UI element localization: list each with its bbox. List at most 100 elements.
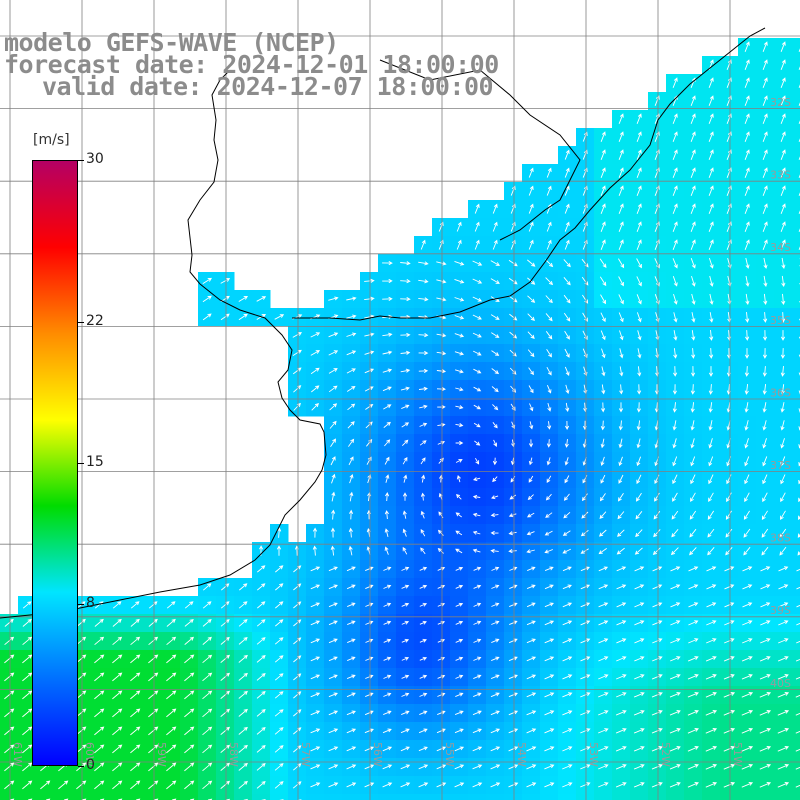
wind-arrow — [527, 295, 536, 303]
wind-arrow — [527, 259, 536, 267]
wind-arrow — [202, 780, 213, 790]
wind-arrow — [744, 456, 750, 467]
wind-arrow — [238, 780, 248, 789]
wind-arrow — [600, 420, 605, 431]
wind-arrow — [687, 782, 699, 788]
wind-arrow — [492, 457, 498, 466]
wind-arrow — [22, 690, 33, 700]
wind-arrow — [618, 221, 624, 232]
wind-arrow — [401, 439, 409, 447]
wind-arrow — [346, 728, 357, 734]
wind-arrow — [742, 620, 753, 626]
wind-arrow — [346, 385, 356, 392]
wind-arrow — [401, 638, 410, 643]
wind-arrow — [777, 728, 790, 734]
wind-arrow — [762, 77, 768, 88]
wind-arrow — [545, 295, 553, 304]
wind-arrow — [744, 366, 749, 377]
wind-arrow — [220, 672, 231, 681]
wind-arrow — [130, 780, 141, 790]
wind-arrow — [112, 708, 123, 718]
wind-cell — [792, 182, 800, 201]
wind-cell — [432, 794, 451, 800]
wind-arrow — [795, 766, 800, 770]
wind-arrow — [690, 221, 696, 232]
wind-arrow — [688, 602, 699, 608]
wind-arrow — [202, 277, 213, 284]
wind-arrow — [94, 672, 105, 682]
wind-arrow — [598, 674, 609, 680]
wind-arrow — [274, 709, 284, 717]
wind-arrow — [581, 511, 589, 519]
wind-arrow — [510, 385, 517, 393]
wind-arrow — [256, 654, 266, 663]
wind-arrow — [545, 493, 552, 501]
wind-arrow — [796, 586, 800, 590]
wind-arrow — [600, 474, 606, 484]
wind-arrow — [673, 348, 678, 359]
wind-arrow — [744, 41, 750, 52]
wind-arrow — [492, 422, 498, 429]
wind-arrow — [348, 527, 353, 538]
wind-arrow — [669, 674, 681, 680]
wind-arrow — [364, 332, 375, 337]
wind-arrow — [491, 332, 500, 338]
wind-arrow — [705, 692, 717, 698]
wind-arrow — [600, 131, 606, 142]
wind-arrow — [312, 545, 317, 556]
wind-arrow — [472, 296, 483, 302]
wind-arrow — [310, 746, 321, 752]
wind-arrow — [526, 692, 537, 698]
wind-arrow — [310, 620, 321, 626]
wind-arrow — [490, 746, 501, 752]
wind-arrow — [490, 548, 499, 553]
wind-arrow — [148, 636, 159, 646]
wind-arrow — [741, 656, 753, 662]
wind-arrow — [600, 203, 606, 214]
wind-arrow — [456, 475, 461, 483]
wind-arrow — [419, 422, 428, 427]
wind-arrow — [795, 694, 800, 698]
wind-arrow — [346, 710, 356, 716]
wind-arrow — [94, 654, 105, 664]
wind-arrow — [618, 438, 623, 449]
wind-arrow — [563, 493, 570, 501]
wind-arrow — [562, 584, 572, 590]
wind-arrow — [4, 672, 15, 682]
wind-arrow — [618, 312, 624, 323]
wind-arrow — [636, 402, 641, 413]
wind-arrow — [780, 330, 786, 341]
wind-arrow — [220, 744, 231, 753]
wind-arrow — [671, 510, 679, 520]
wind-cell — [792, 74, 800, 93]
wind-cell — [792, 362, 800, 381]
wind-arrow — [690, 384, 695, 395]
wind-cell — [162, 794, 181, 800]
wind-arrow — [762, 384, 767, 395]
wind-arrow — [705, 674, 717, 680]
wind-arrow — [238, 708, 248, 717]
wind-arrow — [672, 77, 678, 88]
wind-arrow — [743, 510, 750, 520]
wind-cell — [90, 794, 109, 800]
wind-arrow — [418, 782, 429, 788]
wind-arrow — [691, 293, 696, 305]
wind-arrow — [148, 601, 158, 609]
wind-arrow — [652, 602, 663, 608]
wind-arrow — [401, 674, 410, 679]
wind-arrow — [563, 511, 571, 519]
wind-arrow — [652, 620, 663, 626]
wind-arrow — [564, 330, 570, 340]
wind-arrow — [670, 656, 681, 662]
wind-arrow — [418, 728, 428, 734]
wind-arrow — [690, 239, 696, 250]
wind-arrow — [600, 312, 606, 323]
wind-arrow — [455, 620, 464, 625]
model-title: modelo GEFS-WAVE (NCEP) — [4, 28, 339, 57]
wind-arrow — [562, 530, 571, 536]
wind-arrow — [599, 511, 607, 520]
wind-arrow — [436, 261, 447, 266]
wind-speed-cells — [0, 38, 800, 800]
wind-arrow — [293, 745, 302, 753]
wind-arrow — [724, 584, 735, 590]
